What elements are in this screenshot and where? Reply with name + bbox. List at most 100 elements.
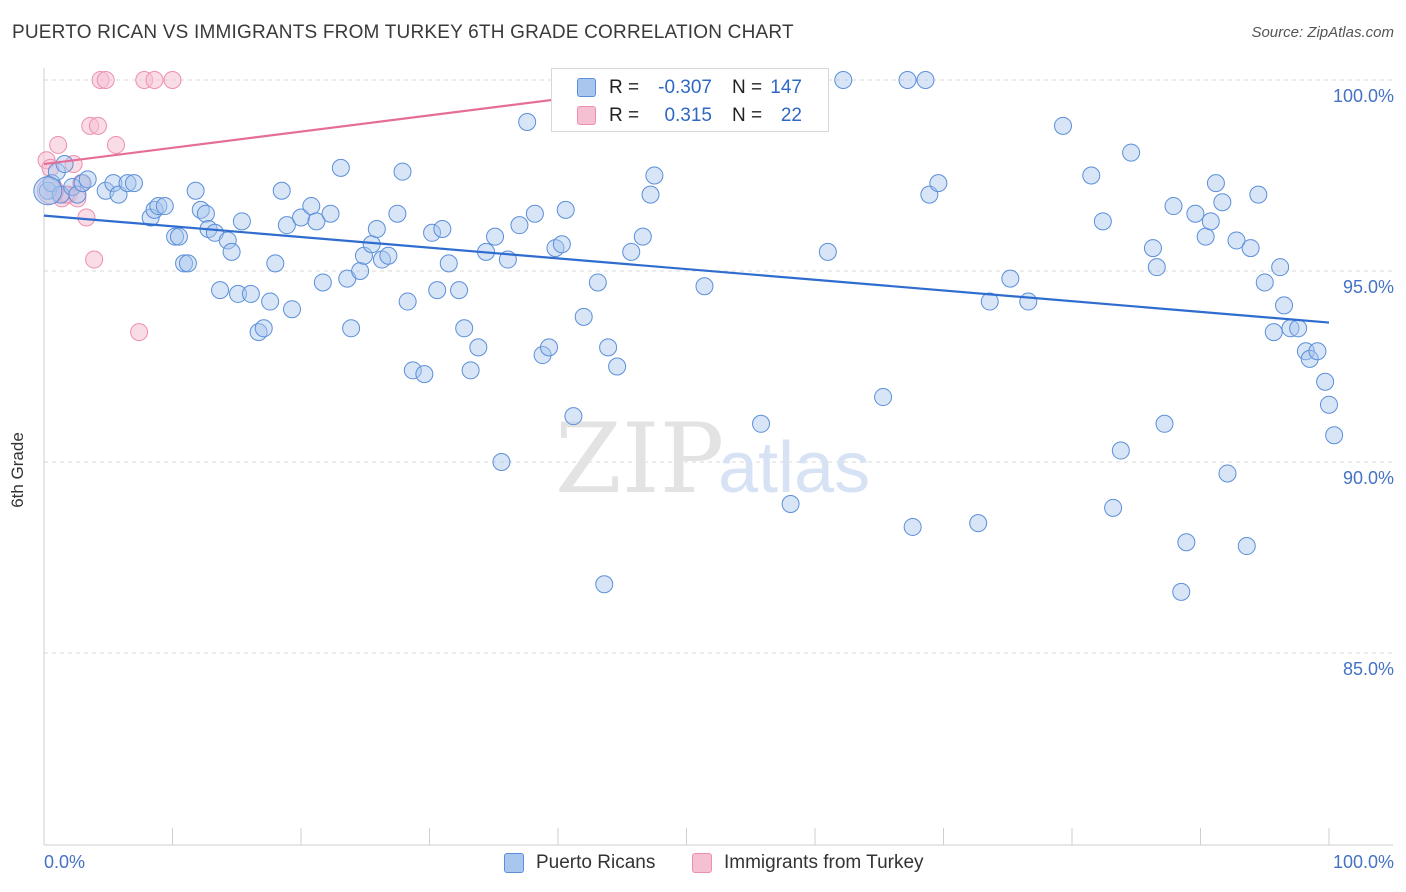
- chart-title: PUERTO RICAN VS IMMIGRANTS FROM TURKEY 6…: [12, 22, 794, 43]
- trend-line-puerto-ricans: [43, 214, 1330, 324]
- data-point-puerto-rican: [55, 155, 74, 174]
- y-tick-label: 100.0%: [1332, 86, 1394, 106]
- data-point-puerto-rican: [254, 319, 273, 338]
- bottom-legend-puerto-ricans: Puerto Ricans: [536, 852, 656, 873]
- data-point-puerto-rican: [540, 338, 559, 357]
- data-point-puerto-rican: [1227, 231, 1246, 250]
- data-point-puerto-rican: [321, 204, 340, 223]
- legend-r-label: R =: [609, 77, 640, 98]
- data-point-puerto-rican: [68, 185, 87, 204]
- data-point-puerto-rican-cluster: [33, 176, 63, 206]
- data-point-puerto-rican: [486, 227, 505, 246]
- gridlines: [44, 79, 1393, 654]
- watermark-zip: ZIP: [555, 403, 724, 515]
- data-point-puerto-rican: [342, 319, 361, 338]
- data-point-puerto-rican: [1289, 319, 1308, 338]
- data-point-puerto-rican: [1264, 323, 1283, 342]
- legend-n-value: 22: [780, 105, 802, 126]
- data-point-puerto-rican: [533, 346, 552, 365]
- data-point-turkey: [163, 71, 182, 89]
- data-point-puerto-rican: [1300, 349, 1319, 368]
- data-point-turkey: [96, 71, 115, 89]
- data-point-puerto-rican: [229, 284, 248, 303]
- data-point-puerto-rican: [1111, 441, 1130, 460]
- data-point-puerto-rican: [1186, 204, 1205, 223]
- data-point-puerto-rican: [969, 514, 988, 533]
- data-point-puerto-rican: [331, 158, 350, 177]
- data-point-puerto-rican: [118, 174, 137, 193]
- data-point-puerto-rican: [186, 181, 205, 200]
- data-point-puerto-rican: [292, 208, 310, 227]
- data-point-puerto-rican: [510, 216, 529, 235]
- data-point-puerto-rican: [752, 414, 771, 433]
- data-point-puerto-rican: [403, 361, 422, 380]
- watermark-atlas: atlas: [718, 428, 870, 508]
- data-point-puerto-rican: [1237, 537, 1256, 556]
- data-point-puerto-rican: [415, 365, 434, 384]
- data-point-puerto-rican: [1082, 166, 1101, 185]
- bottom-legend-swatch-pink: [692, 853, 712, 873]
- data-point-puerto-rican: [1143, 239, 1162, 258]
- data-point-puerto-rican: [461, 361, 480, 380]
- data-point-puerto-rican: [1147, 258, 1166, 277]
- data-point-puerto-rican: [929, 174, 948, 193]
- legend-swatch-blue: [577, 78, 596, 97]
- data-point-puerto-rican: [1201, 212, 1220, 231]
- data-point-puerto-rican: [574, 307, 593, 326]
- data-point-puerto-rican: [1093, 212, 1112, 231]
- data-point-turkey: [88, 116, 107, 135]
- data-point-turkey: [145, 71, 164, 89]
- legend-row-puerto-ricans: R = -0.307 N = 147: [552, 73, 828, 101]
- x-tick-label-max: 100.0%: [1332, 852, 1394, 872]
- data-point-puerto-rican: [1196, 227, 1215, 246]
- data-point-puerto-rican: [599, 338, 618, 357]
- data-point-puerto-rican: [1001, 269, 1020, 288]
- series-puerto-ricans: [33, 71, 1344, 601]
- data-point-puerto-rican: [277, 216, 296, 235]
- data-point-puerto-rican: [608, 357, 627, 376]
- data-point-puerto-rican: [222, 242, 241, 261]
- data-point-puerto-rican: [104, 174, 123, 193]
- data-point-puerto-rican: [695, 277, 714, 296]
- data-point-puerto-rican: [518, 113, 537, 132]
- data-point-puerto-rican: [1320, 395, 1338, 414]
- data-point-puerto-rican: [367, 219, 386, 238]
- data-point-puerto-rican: [351, 262, 370, 280]
- data-point-puerto-rican: [1241, 239, 1260, 258]
- data-point-puerto-rican: [169, 227, 188, 246]
- data-point-puerto-rican: [1316, 372, 1335, 391]
- data-point-puerto-rican: [175, 254, 194, 273]
- data-point-puerto-rican: [232, 212, 251, 231]
- data-point-puerto-rican: [388, 204, 407, 223]
- x-tick-marks: [43, 828, 1330, 845]
- legend-r-label: R =: [609, 105, 640, 126]
- data-point-puerto-rican: [1271, 258, 1290, 277]
- data-point-puerto-rican: [166, 227, 185, 246]
- data-point-puerto-rican: [313, 273, 332, 292]
- data-point-puerto-rican: [155, 197, 174, 216]
- data-point-turkey: [85, 250, 104, 269]
- data-point-puerto-rican: [898, 71, 917, 89]
- legend: R = -0.307 N = 147 R = 0.315 N = 22: [551, 68, 829, 132]
- y-tick-label: 95.0%: [1342, 277, 1394, 297]
- data-point-puerto-rican: [903, 517, 922, 536]
- data-point-puerto-rican: [379, 246, 398, 265]
- data-point-puerto-rican: [469, 338, 488, 357]
- bottom-legend-swatch-blue: [504, 853, 524, 873]
- data-point-puerto-rican: [149, 197, 168, 216]
- data-point-puerto-rican: [211, 281, 230, 300]
- data-point-puerto-rican: [633, 227, 652, 246]
- data-point-puerto-rican: [556, 200, 575, 219]
- data-point-puerto-rican: [272, 181, 291, 200]
- y-tick-label: 90.0%: [1342, 468, 1394, 488]
- data-point-puerto-rican: [818, 242, 837, 261]
- data-point-puerto-rican: [1054, 116, 1073, 135]
- data-point-puerto-rican: [1308, 342, 1327, 361]
- data-point-puerto-rican: [492, 453, 511, 471]
- data-point-puerto-rican: [834, 71, 853, 89]
- data-point-puerto-rican: [641, 185, 660, 204]
- legend-n-value: 147: [770, 77, 802, 98]
- legend-r-value: -0.307: [658, 77, 712, 98]
- legend-swatch-pink: [577, 106, 596, 125]
